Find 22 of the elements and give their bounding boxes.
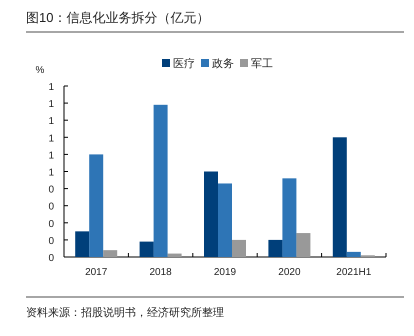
y-tick-label: 1 — [48, 82, 54, 93]
legend-label: 军工 — [251, 58, 273, 70]
x-tick-label: 2021H1 — [336, 267, 372, 278]
y-tick-label: 0 — [48, 184, 54, 196]
x-tick-label: 2019 — [214, 267, 237, 278]
y-tick-label: 0 — [48, 236, 54, 247]
y-tick-label: 1 — [48, 168, 54, 178]
y-tick-label: 1 — [48, 150, 54, 162]
y-tick-label: 0 — [48, 202, 54, 213]
x-tick-label: 2017 — [85, 267, 108, 278]
y-tick-label: 1 — [48, 116, 54, 128]
text: 资料来源：招股说明书，经济研究所整理 — [26, 306, 224, 319]
legend-label: 医疗 — [173, 57, 195, 70]
y-tick-label: 0 — [48, 218, 54, 230]
chart-title: 图10：信息化业务拆分（亿元） — [26, 10, 210, 25]
y-tick-label: 1 — [48, 99, 54, 110]
legend-label: 政务 — [212, 58, 234, 70]
x-tick-label: 2020 — [278, 267, 301, 278]
x-tick-label: 2018 — [149, 267, 172, 278]
y-axis-title: % — [36, 65, 45, 76]
y-tick-label: 0 — [48, 253, 54, 264]
y-tick-label: 1 — [48, 133, 54, 144]
